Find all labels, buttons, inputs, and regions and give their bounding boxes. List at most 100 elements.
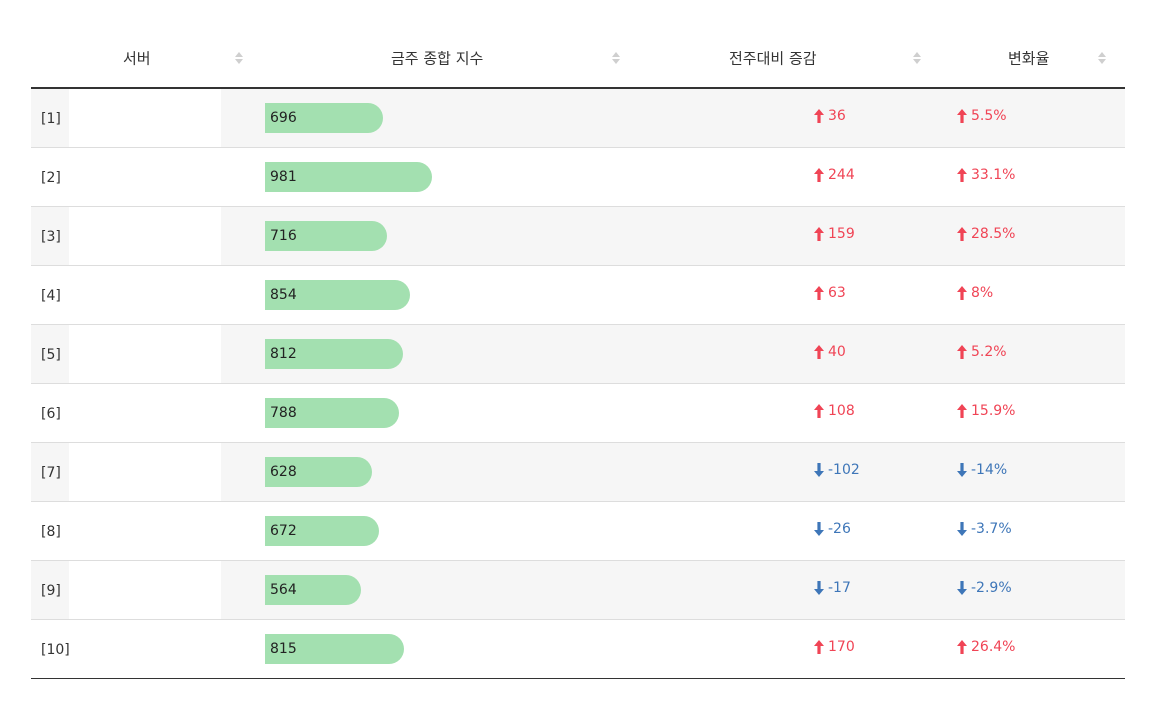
change-rate-cell: -3.7% bbox=[951, 501, 1125, 561]
server-label: [2] bbox=[41, 170, 61, 186]
server-name-redaction bbox=[69, 148, 221, 206]
change-rate-cell: 8% bbox=[951, 265, 1125, 325]
server-cell: [10] bbox=[31, 619, 251, 679]
weekly-change-cell: 40 bbox=[641, 324, 951, 384]
change-rate-cell: 15.9% bbox=[951, 383, 1125, 443]
index-bar: 564 bbox=[265, 575, 361, 605]
column-header-weekly-change[interactable]: 전주대비 증감 bbox=[641, 28, 951, 89]
table-row: [1] 696 36 5.5% bbox=[31, 88, 1125, 148]
server-name-redaction bbox=[69, 89, 221, 147]
weekly-change-text: 63 bbox=[828, 285, 846, 301]
table-row: [7] 628 -102 -14% bbox=[31, 442, 1125, 502]
column-header-change-rate[interactable]: 변화율 bbox=[951, 28, 1125, 89]
column-header-server[interactable]: 서버 bbox=[31, 28, 251, 89]
weekly-index-cell: 716 bbox=[251, 206, 641, 266]
change-rate-value: -14% bbox=[956, 462, 1007, 478]
weekly-change-cell: -26 bbox=[641, 501, 951, 561]
change-rate-text: 15.9% bbox=[971, 403, 1016, 419]
server-label: [7] bbox=[41, 465, 61, 481]
arrow-up-icon bbox=[957, 286, 967, 300]
weekly-change-value: -102 bbox=[813, 462, 860, 478]
server-name-redaction bbox=[69, 384, 221, 442]
arrow-up-icon bbox=[814, 286, 824, 300]
weekly-change-text: 40 bbox=[828, 344, 846, 360]
change-rate-cell: -2.9% bbox=[951, 560, 1125, 620]
server-label: [6] bbox=[41, 406, 61, 422]
column-header-label: 전주대비 증감 bbox=[729, 49, 817, 67]
weekly-index-cell: 696 bbox=[251, 88, 641, 148]
change-rate-cell: 5.5% bbox=[951, 88, 1125, 148]
arrow-up-icon bbox=[957, 168, 967, 182]
server-name-redaction bbox=[69, 561, 221, 619]
weekly-change-value: 159 bbox=[813, 226, 855, 242]
weekly-index-cell: 812 bbox=[251, 324, 641, 384]
weekly-change-value: 36 bbox=[813, 108, 846, 124]
server-label: [5] bbox=[41, 347, 61, 363]
table-row: [3] 716 159 28.5% bbox=[31, 206, 1125, 266]
change-rate-cell: -14% bbox=[951, 442, 1125, 502]
change-rate-value: 26.4% bbox=[956, 639, 1015, 655]
change-rate-text: 5.5% bbox=[971, 108, 1007, 124]
arrow-up-icon bbox=[957, 109, 967, 123]
change-rate-text: 33.1% bbox=[971, 167, 1016, 183]
arrow-up-icon bbox=[814, 345, 824, 359]
weekly-change-cell: 63 bbox=[641, 265, 951, 325]
sort-icon[interactable] bbox=[1098, 50, 1106, 66]
table-header: 서버 금주 종합 지수 전주대비 증감 변화율 bbox=[31, 28, 1125, 89]
weekly-change-value: 40 bbox=[813, 344, 846, 360]
server-name-redaction bbox=[69, 443, 221, 501]
arrow-up-icon bbox=[814, 168, 824, 182]
server-cell: [3] bbox=[31, 206, 251, 266]
server-cell: [6] bbox=[31, 383, 251, 443]
weekly-change-cell: 159 bbox=[641, 206, 951, 266]
index-bar-label: 812 bbox=[270, 346, 297, 362]
index-bar: 672 bbox=[265, 516, 379, 546]
change-rate-value: -2.9% bbox=[956, 580, 1012, 596]
server-name-redaction bbox=[69, 266, 221, 324]
arrow-up-icon bbox=[814, 109, 824, 123]
weekly-change-value: 170 bbox=[813, 639, 855, 655]
server-name-redaction bbox=[69, 502, 221, 560]
column-header-label: 변화율 bbox=[1008, 49, 1050, 67]
weekly-change-value: 108 bbox=[813, 403, 855, 419]
sort-icon[interactable] bbox=[612, 50, 620, 66]
server-label: [10] bbox=[41, 642, 70, 658]
arrow-down-icon bbox=[957, 522, 967, 536]
server-name-redaction bbox=[69, 620, 221, 678]
server-label: [3] bbox=[41, 229, 61, 245]
change-rate-cell: 5.2% bbox=[951, 324, 1125, 384]
server-label: [8] bbox=[41, 524, 61, 540]
ranking-table: 서버 금주 종합 지수 전주대비 증감 변화율 [1] 696 36 5.5% [2] 9… bbox=[31, 28, 1125, 679]
weekly-change-cell: -17 bbox=[641, 560, 951, 620]
index-bar-label: 815 bbox=[270, 641, 297, 657]
sort-icon[interactable] bbox=[235, 50, 243, 66]
server-cell: [4] bbox=[31, 265, 251, 325]
index-bar-label: 981 bbox=[270, 169, 297, 185]
weekly-index-cell: 564 bbox=[251, 560, 641, 620]
weekly-index-cell: 788 bbox=[251, 383, 641, 443]
change-rate-text: 8% bbox=[971, 285, 994, 301]
table-row: [5] 812 40 5.2% bbox=[31, 324, 1125, 384]
server-cell: [9] bbox=[31, 560, 251, 620]
change-rate-value: 15.9% bbox=[956, 403, 1015, 419]
change-rate-text: -14% bbox=[971, 462, 1008, 478]
change-rate-value: 28.5% bbox=[956, 226, 1015, 242]
table-row: [9] 564 -17 -2.9% bbox=[31, 560, 1125, 620]
column-header-weekly-index[interactable]: 금주 종합 지수 bbox=[251, 28, 641, 89]
server-cell: [7] bbox=[31, 442, 251, 502]
arrow-up-icon bbox=[957, 404, 967, 418]
index-bar: 981 bbox=[265, 162, 432, 192]
weekly-index-cell: 815 bbox=[251, 619, 641, 679]
arrow-up-icon bbox=[957, 227, 967, 241]
arrow-up-icon bbox=[814, 640, 824, 654]
ranking-table-container: 서버 금주 종합 지수 전주대비 증감 변화율 [1] 696 36 5.5% [2] 9… bbox=[31, 28, 1125, 679]
change-rate-cell: 26.4% bbox=[951, 619, 1125, 679]
change-rate-text: 26.4% bbox=[971, 639, 1016, 655]
weekly-index-cell: 981 bbox=[251, 147, 641, 207]
weekly-change-text: -17 bbox=[828, 580, 851, 596]
sort-icon[interactable] bbox=[913, 50, 921, 66]
arrow-up-icon bbox=[957, 345, 967, 359]
index-bar-label: 696 bbox=[270, 110, 297, 126]
index-bar: 815 bbox=[265, 634, 404, 664]
change-rate-value: 33.1% bbox=[956, 167, 1015, 183]
